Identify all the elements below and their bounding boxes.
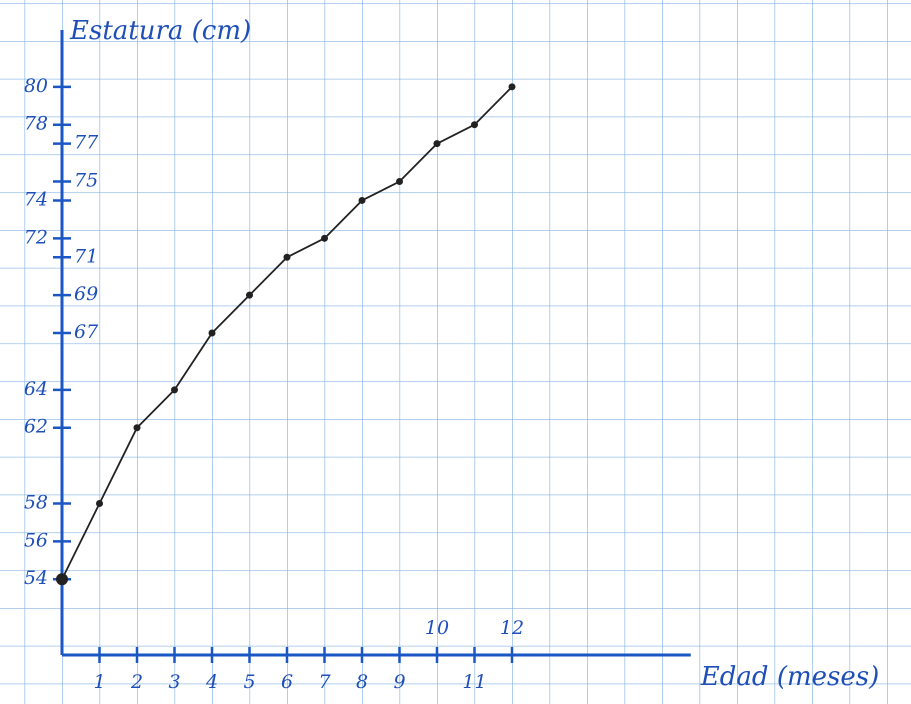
y-axis-label: Estatura (cm) — [69, 16, 251, 46]
x-tick-label: 8 — [356, 671, 368, 693]
y-tick-label: 77 — [74, 132, 99, 154]
data-point — [96, 499, 103, 507]
x-tick-label: 4 — [205, 671, 218, 693]
y-tick-label: 67 — [74, 321, 99, 343]
data-point — [171, 386, 178, 394]
data-point — [56, 573, 68, 586]
x-tick-label: 12 — [500, 617, 524, 639]
y-tick-label: 71 — [74, 245, 98, 267]
y-tick-label: 80 — [24, 75, 48, 97]
y-tick-label: 72 — [24, 226, 48, 248]
data-point — [508, 83, 516, 91]
y-tick-label: 58 — [24, 491, 48, 513]
x-tick-label: 10 — [425, 617, 449, 639]
data-point — [471, 121, 478, 129]
y-tick-label: 74 — [24, 188, 48, 210]
y-tick-label: 56 — [24, 529, 48, 551]
x-tick-label: 3 — [168, 671, 180, 693]
data-point — [433, 140, 441, 148]
y-tick-label: 62 — [24, 416, 48, 438]
data-point — [283, 253, 291, 261]
y-tick-label: 64 — [24, 378, 48, 400]
data-point — [321, 234, 328, 242]
data-point — [133, 424, 141, 432]
data-point — [358, 196, 366, 204]
y-tick-label: 75 — [74, 170, 98, 192]
x-tick-label: 7 — [318, 671, 331, 693]
x-tick-label: 6 — [281, 671, 293, 693]
x-axis-label: Edad (meses) — [700, 662, 879, 692]
data-point — [208, 329, 216, 337]
data-point — [246, 291, 253, 299]
y-tick-label: 78 — [24, 113, 48, 135]
x-tick-label: 11 — [462, 671, 486, 693]
y-tick-label: 54 — [24, 567, 48, 589]
x-tick-label: 5 — [243, 671, 255, 693]
x-tick-label: 1 — [93, 671, 105, 693]
data-point — [396, 178, 403, 186]
y-tick-label: 69 — [74, 283, 98, 305]
x-tick-label: 2 — [130, 671, 143, 693]
x-tick-label: 9 — [393, 671, 405, 693]
